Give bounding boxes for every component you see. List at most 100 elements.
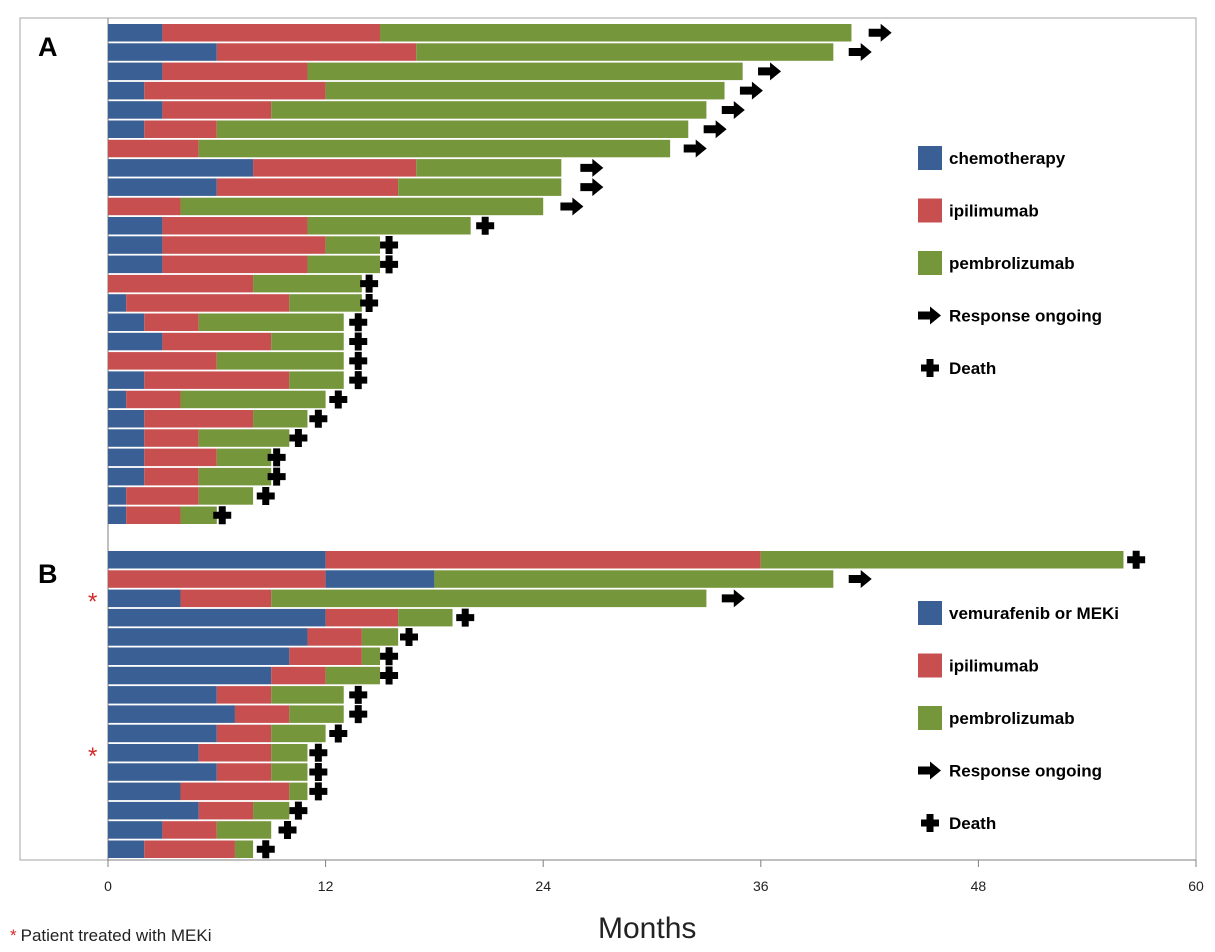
- response-ongoing-arrow: [560, 197, 584, 216]
- bar-segment-ipilimumab: [108, 197, 181, 216]
- death-marker: [309, 782, 328, 801]
- footnote-star: *: [10, 926, 17, 945]
- bar-segment-vemurafenib: [108, 647, 290, 665]
- panel-a: A: [38, 23, 892, 525]
- death-marker: [360, 274, 379, 293]
- bar-segment-pembrolizumab: [198, 139, 671, 158]
- legend-death-icon: [921, 814, 939, 832]
- bar-segment-vemurafenib: [108, 628, 308, 646]
- legend-arrow-icon: [918, 761, 941, 780]
- legend-label-chemotherapy: chemotherapy: [949, 149, 1066, 168]
- response-ongoing-arrow: [580, 178, 604, 197]
- bar-segment-pembrolizumab: [307, 255, 380, 274]
- death-marker: [380, 647, 399, 666]
- bar-segment-ipilimumab: [108, 274, 254, 293]
- bar-segment-vemurafenib: [108, 686, 217, 704]
- x-axis: 0 12 24 36 48 60: [104, 859, 1204, 894]
- bar-segment-chemotherapy: [108, 217, 163, 235]
- bar-segment-pembrolizumab: [307, 217, 471, 235]
- x-tick-label: 36: [753, 878, 769, 894]
- x-axis-title: Months: [598, 912, 697, 945]
- bar-segment-pembrolizumab: [380, 24, 852, 42]
- bar-segment-ipilimumab: [126, 294, 290, 312]
- bar-segment-chemotherapy: [108, 390, 127, 409]
- bar-segment-ipilimumab: [198, 801, 254, 820]
- bar-segment-ipilimumab: [180, 589, 272, 608]
- x-tick-label: 12: [318, 878, 334, 894]
- bar-segment-vemurafenib: [108, 744, 199, 762]
- bar-segment-ipilimumab: [216, 686, 272, 704]
- death-marker: [349, 371, 368, 390]
- bar-segment-vemurafenib: [108, 782, 181, 801]
- death-marker: [380, 255, 399, 274]
- death-marker: [380, 236, 399, 255]
- bar-segment-chemotherapy: [108, 332, 163, 351]
- bar-segment-ipilimumab: [162, 332, 272, 351]
- legend-swatch-chemotherapy: [918, 146, 942, 170]
- bar-segment-chemotherapy: [108, 410, 145, 428]
- legend-b: vemurafenib or MEKi ipilimumab pembrolizum…: [918, 601, 1119, 833]
- bar-segment-pembrolizumab: [271, 686, 344, 704]
- death-marker: [360, 293, 379, 312]
- death-marker: [309, 763, 328, 782]
- bar-segment-vemurafenib: [108, 705, 235, 723]
- death-marker: [213, 506, 232, 525]
- bar-segment-ipilimumab: [289, 647, 362, 665]
- bar-segment-pembrolizumab: [216, 821, 272, 839]
- bar-segment-ipilimumab: [162, 821, 217, 839]
- legend-death-icon: [921, 359, 939, 377]
- bar-segment-ipilimumab: [162, 217, 308, 235]
- death-marker: [289, 429, 308, 448]
- footnote: * Patient treated with MEKi: [10, 926, 212, 946]
- bar-segment-ipilimumab: [216, 724, 272, 743]
- death-marker: [256, 840, 275, 859]
- bar-segment-ipilimumab: [234, 705, 290, 723]
- death-marker: [349, 351, 368, 370]
- bar-segment-ipilimumab: [108, 352, 217, 370]
- legend-label-death: Death: [949, 359, 996, 378]
- bar-segment-ipilimumab: [144, 371, 290, 389]
- footnote-text: Patient treated with MEKi: [20, 926, 212, 945]
- bar-segment-pembrolizumab: [198, 487, 254, 505]
- bar-segment-pembrolizumab: [271, 101, 707, 119]
- death-marker: [349, 313, 368, 332]
- x-tick-label: 0: [104, 878, 112, 894]
- bar-segment-vemurafenib: [108, 608, 326, 627]
- panel-label-a: A: [38, 32, 58, 62]
- x-tick-label: 60: [1188, 878, 1204, 894]
- bar-segment-ipilimumab: [325, 551, 761, 569]
- bar-segment-pembrolizumab: [361, 628, 399, 646]
- death-marker: [400, 627, 419, 646]
- bar-segment-pembrolizumab: [216, 120, 689, 138]
- bar-segment-pembrolizumab: [180, 197, 544, 216]
- bar-segment-ipilimumab: [162, 101, 272, 119]
- death-marker: [309, 409, 328, 428]
- bar-segment-pembrolizumab: [216, 352, 344, 370]
- bar-segment-chemotherapy: [108, 43, 217, 61]
- legend-a: chemotherapy ipilimumab pembrolizumab Respo…: [918, 146, 1102, 378]
- bar-segment-pembrolizumab: [253, 274, 362, 293]
- legend-label-pembrolizumab: pembrolizumab: [949, 254, 1075, 273]
- x-tick-label: 24: [535, 878, 551, 894]
- bar-segment-ipilimumab: [162, 236, 326, 254]
- bar-segment-pembrolizumab: [271, 724, 326, 743]
- death-marker: [278, 820, 297, 839]
- bar-segment-ipilimumab: [144, 313, 199, 331]
- bar-segment-pembrolizumab: [198, 313, 344, 331]
- legend-label-ongoing: Response ongoing: [949, 307, 1102, 326]
- bar-segment-pembrolizumab: [416, 43, 834, 61]
- bar-segment-vemurafenib: [108, 589, 181, 608]
- bar-segment-chemotherapy: [108, 313, 145, 331]
- legend-arrow-icon: [918, 306, 941, 325]
- bar-segment-ipilimumab: [126, 390, 181, 409]
- bar-segment-vemurafenib: [325, 570, 435, 588]
- bar-segment-ipilimumab: [216, 178, 399, 196]
- bar-segment-ipilimumab: [325, 608, 399, 627]
- bar-segment-vemurafenib: [108, 801, 199, 820]
- bar-segment-pembrolizumab: [180, 390, 326, 409]
- bar-segment-pembrolizumab: [253, 410, 308, 428]
- bar-segment-ipilimumab: [144, 448, 217, 467]
- bar-segment-pembrolizumab: [234, 840, 254, 858]
- bar-segment-pembrolizumab: [271, 763, 308, 781]
